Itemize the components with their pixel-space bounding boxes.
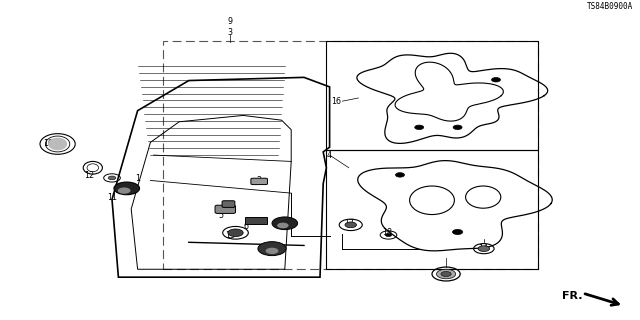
Circle shape <box>441 271 451 276</box>
FancyBboxPatch shape <box>251 178 268 185</box>
Circle shape <box>396 173 404 177</box>
Text: 8: 8 <box>266 249 271 258</box>
FancyBboxPatch shape <box>222 201 235 207</box>
Text: 18: 18 <box>382 228 392 237</box>
Circle shape <box>415 125 424 130</box>
Circle shape <box>452 229 463 235</box>
Circle shape <box>436 269 456 279</box>
Circle shape <box>118 188 131 194</box>
Circle shape <box>258 242 286 256</box>
Text: 9: 9 <box>228 17 233 26</box>
Text: 5: 5 <box>218 211 223 220</box>
Circle shape <box>492 77 500 82</box>
Text: FR.: FR. <box>562 291 582 301</box>
Circle shape <box>345 222 356 228</box>
Text: 17: 17 <box>344 219 354 228</box>
Circle shape <box>277 223 289 228</box>
Circle shape <box>228 229 243 236</box>
Text: 2: 2 <box>257 176 262 185</box>
Circle shape <box>385 233 392 236</box>
Text: 7: 7 <box>276 222 281 231</box>
Text: 15: 15 <box>440 271 450 280</box>
Ellipse shape <box>48 138 67 150</box>
Text: TS84B0900A: TS84B0900A <box>588 2 634 11</box>
Text: 6: 6 <box>244 222 249 231</box>
Text: 4: 4 <box>327 151 332 160</box>
Circle shape <box>108 176 116 180</box>
FancyBboxPatch shape <box>215 205 236 213</box>
FancyBboxPatch shape <box>245 217 267 224</box>
Circle shape <box>453 125 462 130</box>
Text: 16: 16 <box>331 97 341 106</box>
Text: 10: 10 <box>43 140 53 148</box>
Circle shape <box>114 182 140 195</box>
Text: 11: 11 <box>107 193 117 202</box>
Circle shape <box>266 248 278 254</box>
Circle shape <box>478 246 490 252</box>
Text: 13: 13 <box>225 231 236 240</box>
Text: 14: 14 <box>478 244 488 253</box>
Text: 12: 12 <box>84 171 95 180</box>
Circle shape <box>272 217 298 230</box>
Text: 1: 1 <box>135 174 140 183</box>
Text: 3: 3 <box>228 28 233 37</box>
